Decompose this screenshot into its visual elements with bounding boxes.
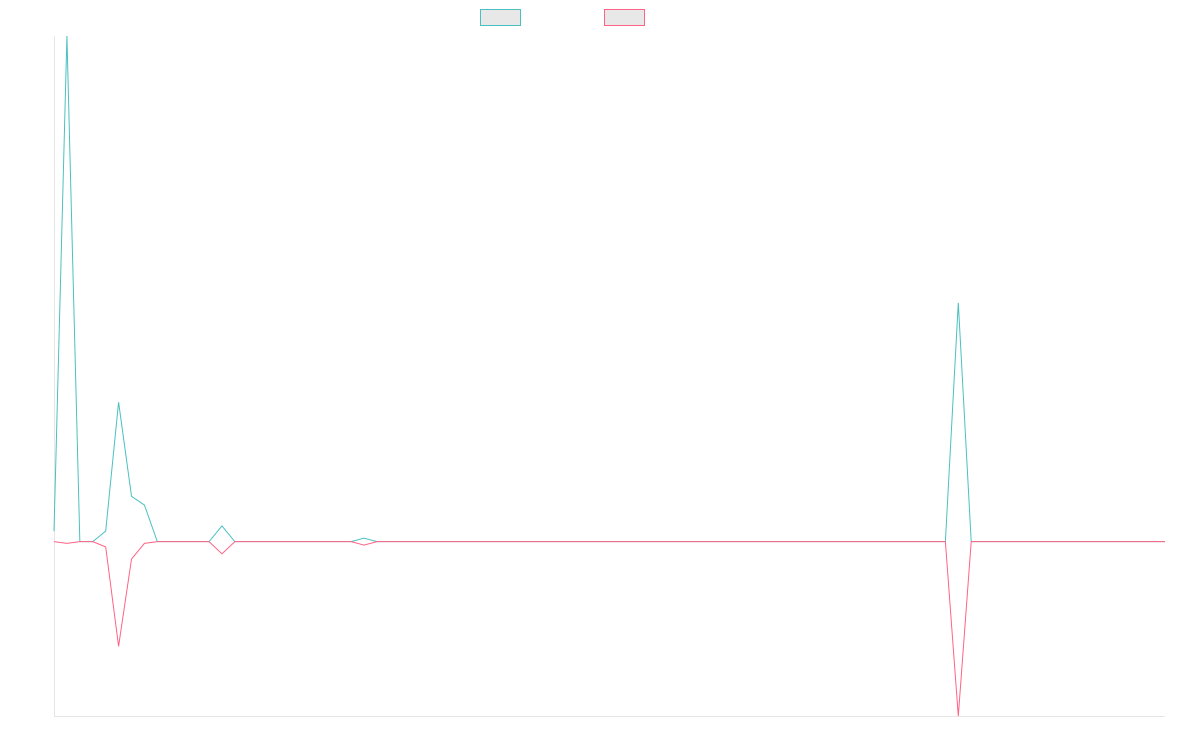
legend	[480, 9, 645, 26]
series-line-1	[53, 35, 1165, 543]
legend-swatch-series-2[interactable]	[604, 9, 645, 26]
series-line-2	[53, 541, 1165, 717]
legend-swatch-series-1[interactable]	[480, 9, 521, 26]
axes	[54, 36, 1165, 717]
series-group	[53, 35, 1165, 717]
